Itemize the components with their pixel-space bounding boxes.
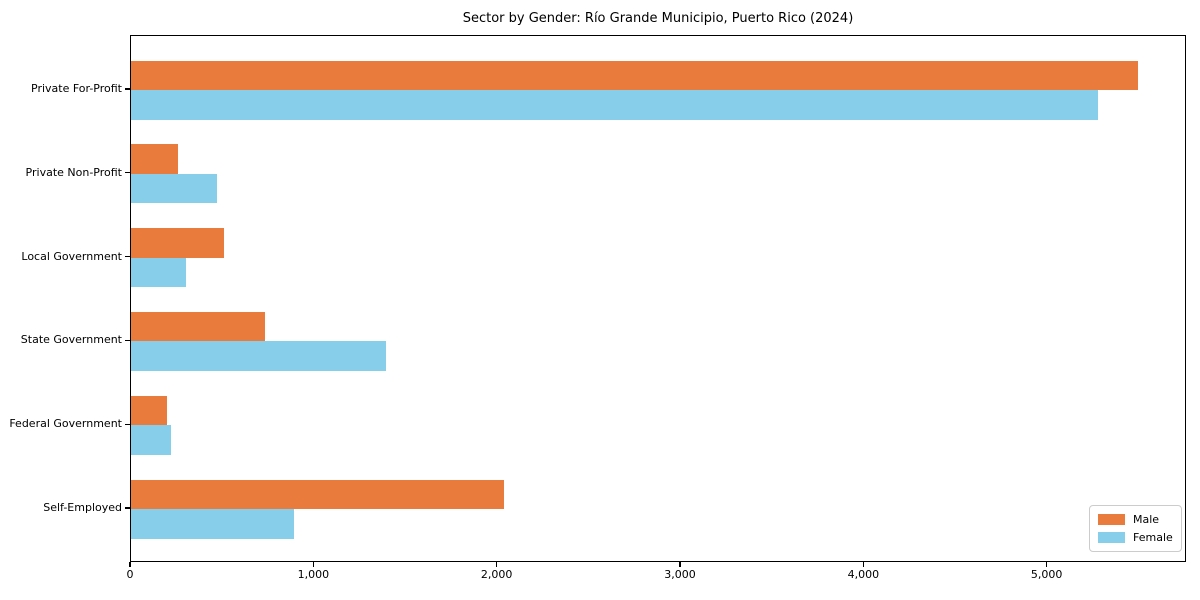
y-axis-label-4: State Government xyxy=(20,333,122,347)
bar-male-5 xyxy=(131,395,167,426)
y-axis-label-1: Private For-Profit xyxy=(31,82,122,95)
x-axis-label-2: 1,000 xyxy=(297,568,330,581)
x-tick-mark-3 xyxy=(495,562,498,567)
female-swatch-icon xyxy=(1098,532,1125,543)
x-axis-label-3: 2,000 xyxy=(480,568,513,581)
x-tick-mark-6 xyxy=(1045,562,1048,567)
y-tick-mark-6 xyxy=(125,507,130,509)
legend-item-female: Female xyxy=(1098,531,1173,544)
y-axis-label-5: Federal Government xyxy=(9,417,122,431)
male-swatch-icon xyxy=(1098,514,1125,525)
x-axis-label-4: 3,000 xyxy=(664,568,696,581)
bar-male-6 xyxy=(131,479,505,509)
bar-male-1 xyxy=(131,60,1138,90)
bar-male-4 xyxy=(131,311,265,342)
chart-title: Sector by Gender: Río Grande Municipio, … xyxy=(462,11,854,26)
y-axis-label-3: Local Government xyxy=(21,249,122,263)
y-axis-label-6: Self-Employed xyxy=(43,501,122,514)
bar-female-5 xyxy=(131,425,172,455)
x-tick-mark-2 xyxy=(312,562,315,567)
legend: Male Female xyxy=(1089,505,1182,552)
y-tick-mark-4 xyxy=(125,339,130,342)
x-tick-mark-4 xyxy=(679,562,681,567)
bar-female-3 xyxy=(131,257,186,288)
x-axis-label-1: 0 xyxy=(126,568,134,581)
y-tick-mark-5 xyxy=(125,423,130,425)
bar-female-1 xyxy=(131,90,1099,120)
bar-male-3 xyxy=(131,228,224,258)
x-tick-mark-1 xyxy=(129,562,131,567)
bar-female-4 xyxy=(131,341,386,371)
plot-area xyxy=(130,35,1186,562)
legend-label-male: Male xyxy=(1133,513,1160,526)
bar-female-2 xyxy=(131,173,218,204)
bar-female-6 xyxy=(131,509,295,539)
x-tick-mark-5 xyxy=(862,562,865,567)
x-axis-label-5: 4,000 xyxy=(847,568,880,581)
y-tick-mark-1 xyxy=(125,88,130,90)
x-axis-label-6: 5,000 xyxy=(1030,568,1063,581)
y-tick-mark-2 xyxy=(125,172,130,174)
y-axis-label-2: Private Non-Profit xyxy=(25,165,122,179)
legend-item-male: Male xyxy=(1098,513,1173,526)
legend-label-female: Female xyxy=(1133,531,1173,544)
y-tick-mark-3 xyxy=(125,255,130,258)
bar-male-2 xyxy=(131,144,178,174)
